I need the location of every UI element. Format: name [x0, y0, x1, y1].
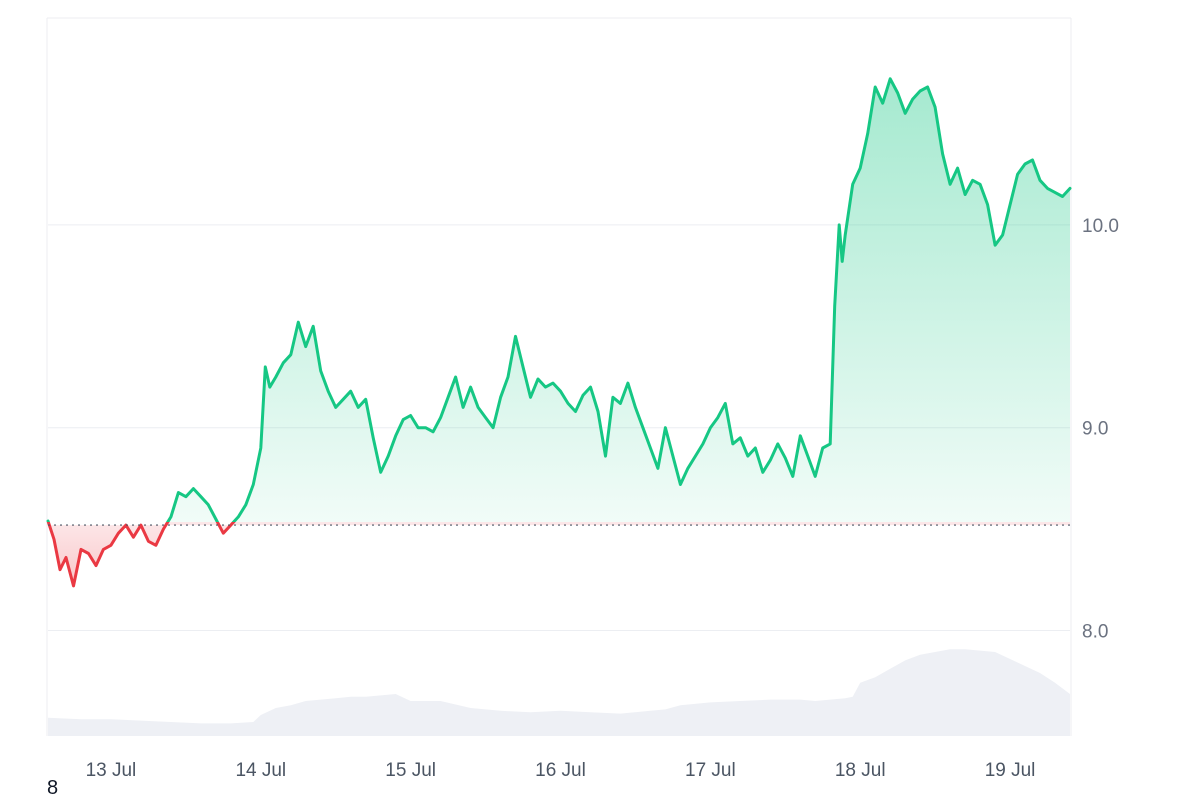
y-tick-label: 10.0 [1082, 216, 1119, 237]
area-fill-above [48, 78, 1070, 522]
x-tick-label: 15 Jul [385, 760, 436, 781]
x-tick-label: 19 Jul [985, 760, 1036, 781]
x-tick-label: 13 Jul [86, 760, 137, 781]
y-tick-label: 8.0 [1082, 622, 1108, 643]
y-tick-label: 9.0 [1082, 419, 1108, 440]
x-tick-label: 18 Jul [835, 760, 886, 781]
x-tick-label: 16 Jul [535, 760, 586, 781]
corner-label: 8 [47, 777, 59, 799]
volume-shape [48, 649, 1070, 736]
price-lines [46, 77, 1072, 588]
x-tick-label: 17 Jul [685, 760, 736, 781]
price-line-below [46, 522, 236, 588]
price-fills [48, 78, 1070, 586]
x-axis: 13 Jul 14 Jul 15 Jul 16 Jul 17 Jul 18 Jul 19 J… [86, 760, 1036, 781]
y-axis: 8.0 9.0 10.0 [1082, 216, 1119, 643]
x-tick-label: 14 Jul [235, 760, 286, 781]
volume-area [48, 649, 1070, 736]
area-fill-below [48, 522, 1070, 586]
price-line-above [46, 77, 1072, 522]
plot-frame [46, 17, 1072, 736]
